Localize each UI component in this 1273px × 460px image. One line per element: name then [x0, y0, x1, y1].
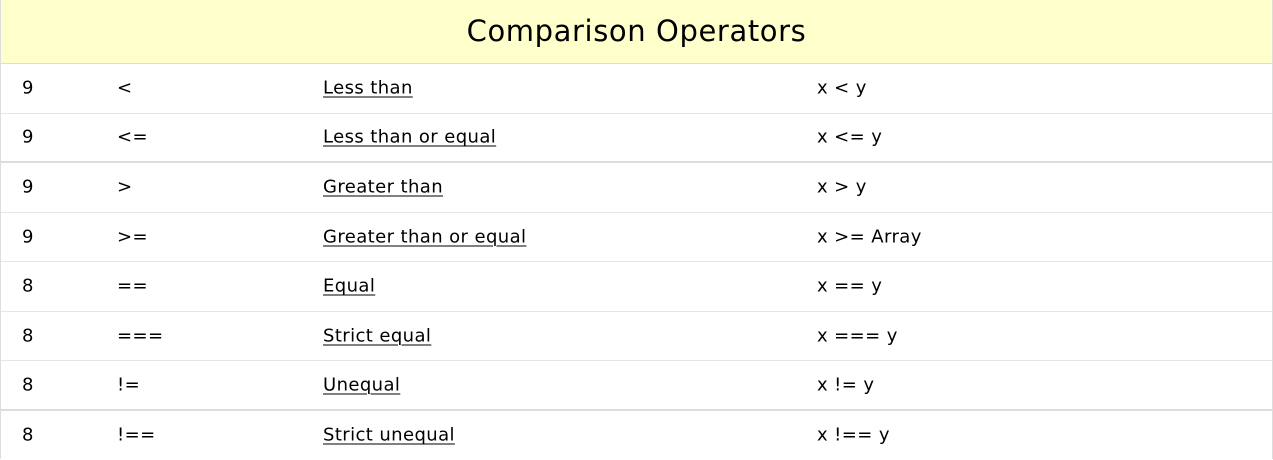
description-link[interactable]: Equal: [323, 276, 375, 297]
table-header: Comparison Operators: [1, 0, 1272, 64]
description-link[interactable]: Less than or equal: [323, 127, 496, 148]
description-cell: Strict unequal: [323, 425, 455, 446]
example-cell: x !== y: [817, 425, 890, 446]
table-row: 8 != Unequal x != y: [1, 361, 1272, 411]
example-cell: x <= y: [817, 127, 882, 148]
table-title: Comparison Operators: [467, 14, 807, 48]
example-cell: x > y: [817, 177, 867, 198]
operator-cell: !=: [117, 374, 140, 395]
description-cell: Less than or equal: [323, 127, 496, 148]
operator-cell: >: [117, 177, 132, 198]
table-row: 9 <= Less than or equal x <= y: [1, 114, 1272, 164]
table-row: 9 < Less than x < y: [1, 64, 1272, 114]
precedence-cell: 9: [22, 78, 34, 99]
example-cell: x != y: [817, 374, 874, 395]
table-row: 8 == Equal x == y: [1, 262, 1272, 312]
precedence-cell: 8: [22, 425, 34, 446]
description-link[interactable]: Greater than: [323, 177, 443, 198]
operator-cell: >=: [117, 226, 148, 247]
description-link[interactable]: Strict equal: [323, 325, 431, 346]
precedence-cell: 9: [22, 177, 34, 198]
table-row: 8 === Strict equal x === y: [1, 312, 1272, 362]
description-cell: Less than: [323, 78, 413, 99]
example-cell: x >= Array: [817, 226, 922, 247]
description-link[interactable]: Greater than or equal: [323, 226, 526, 247]
description-link[interactable]: Less than: [323, 78, 413, 99]
table-row: 8 !== Strict unequal x !== y: [1, 411, 1272, 460]
example-cell: x == y: [817, 276, 882, 297]
description-cell: Unequal: [323, 374, 400, 395]
table-row: 9 >= Greater than or equal x >= Array: [1, 213, 1272, 263]
description-link[interactable]: Unequal: [323, 374, 400, 395]
precedence-cell: 8: [22, 325, 34, 346]
operator-cell: !==: [117, 425, 156, 446]
operator-cell: ==: [117, 276, 148, 297]
example-cell: x < y: [817, 78, 867, 99]
description-cell: Greater than: [323, 177, 443, 198]
table-row: 9 > Greater than x > y: [1, 163, 1272, 213]
description-cell: Strict equal: [323, 325, 431, 346]
precedence-cell: 8: [22, 276, 34, 297]
description-link[interactable]: Strict unequal: [323, 425, 455, 446]
precedence-cell: 8: [22, 374, 34, 395]
table-body: 9 < Less than x < y 9 <= Less than or eq…: [1, 64, 1272, 460]
precedence-cell: 9: [22, 226, 34, 247]
description-cell: Equal: [323, 276, 375, 297]
precedence-cell: 9: [22, 127, 34, 148]
operator-cell: <: [117, 78, 132, 99]
description-cell: Greater than or equal: [323, 226, 526, 247]
example-cell: x === y: [817, 325, 898, 346]
operator-cell: <=: [117, 127, 148, 148]
operator-cell: ===: [117, 325, 163, 346]
